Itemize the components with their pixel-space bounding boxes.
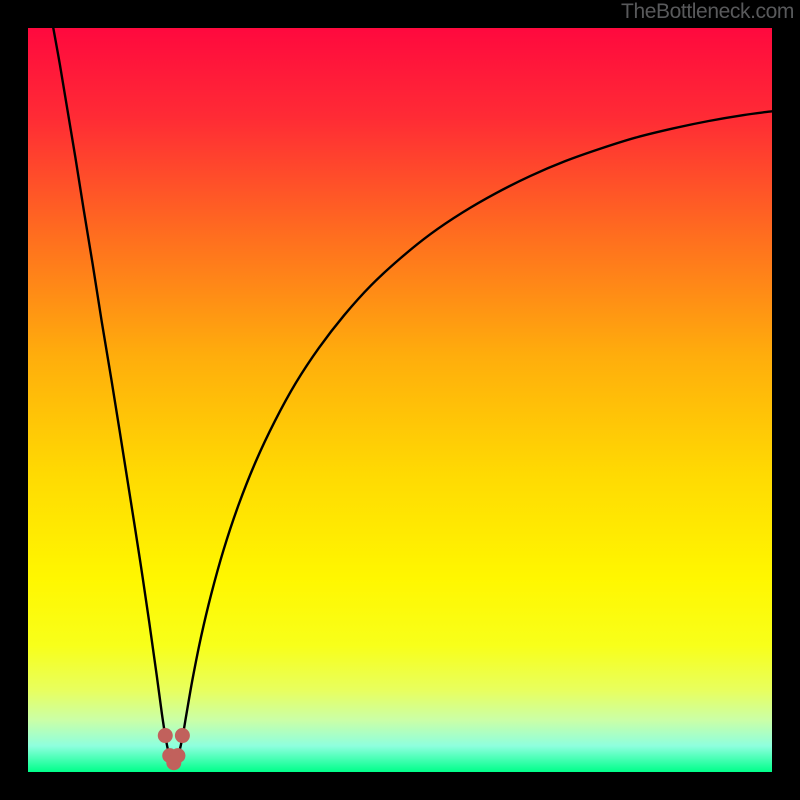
valley-marker xyxy=(170,748,185,763)
bottleneck-chart xyxy=(0,0,800,800)
chart-container: TheBottleneck.com xyxy=(0,0,800,800)
valley-marker xyxy=(175,728,190,743)
valley-marker xyxy=(158,728,173,743)
chart-gradient-background xyxy=(28,28,772,772)
